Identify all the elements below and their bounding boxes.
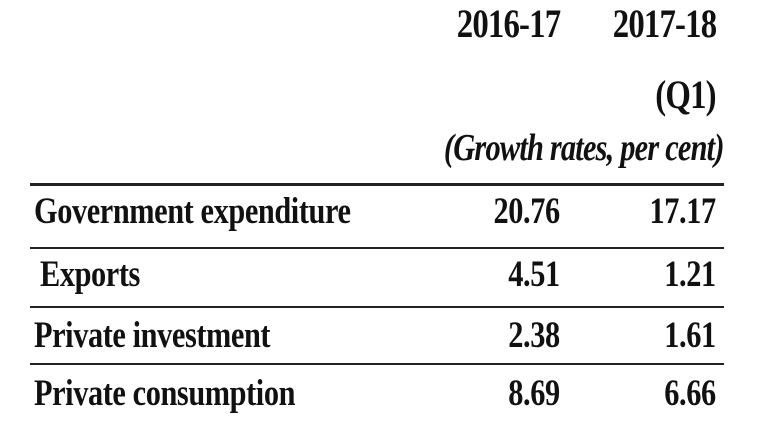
- value-private-investment-2016-17: 2.38: [508, 315, 561, 356]
- table-top-rule: [30, 183, 724, 186]
- value-private-investment-2017-18: 1.61: [664, 315, 717, 356]
- column-header-2017-18: 2017-18: [612, 1, 716, 46]
- value-exports-2016-17: 4.51: [508, 254, 561, 295]
- value-government-expenditure-2016-17: 20.76: [493, 191, 561, 232]
- value-exports-2017-18: 1.21: [664, 254, 717, 295]
- value-private-consumption-2016-17: 8.69: [508, 373, 561, 414]
- row-divider: [30, 306, 724, 308]
- units-note: (Growth rates, per cent): [444, 127, 725, 169]
- row-label-private-consumption: Private consumption: [34, 373, 296, 414]
- row-divider: [30, 247, 724, 249]
- row-label-exports: Exports: [40, 254, 140, 295]
- value-private-consumption-2017-18: 6.66: [664, 373, 717, 414]
- row-label-government-expenditure: Government expenditure: [34, 191, 351, 232]
- value-government-expenditure-2017-18: 17.17: [649, 191, 717, 232]
- column-subheader-q1: (Q1): [655, 72, 717, 117]
- row-divider: [30, 363, 724, 365]
- column-header-2016-17: 2016-17: [456, 1, 560, 46]
- row-label-private-investment: Private investment: [34, 315, 271, 356]
